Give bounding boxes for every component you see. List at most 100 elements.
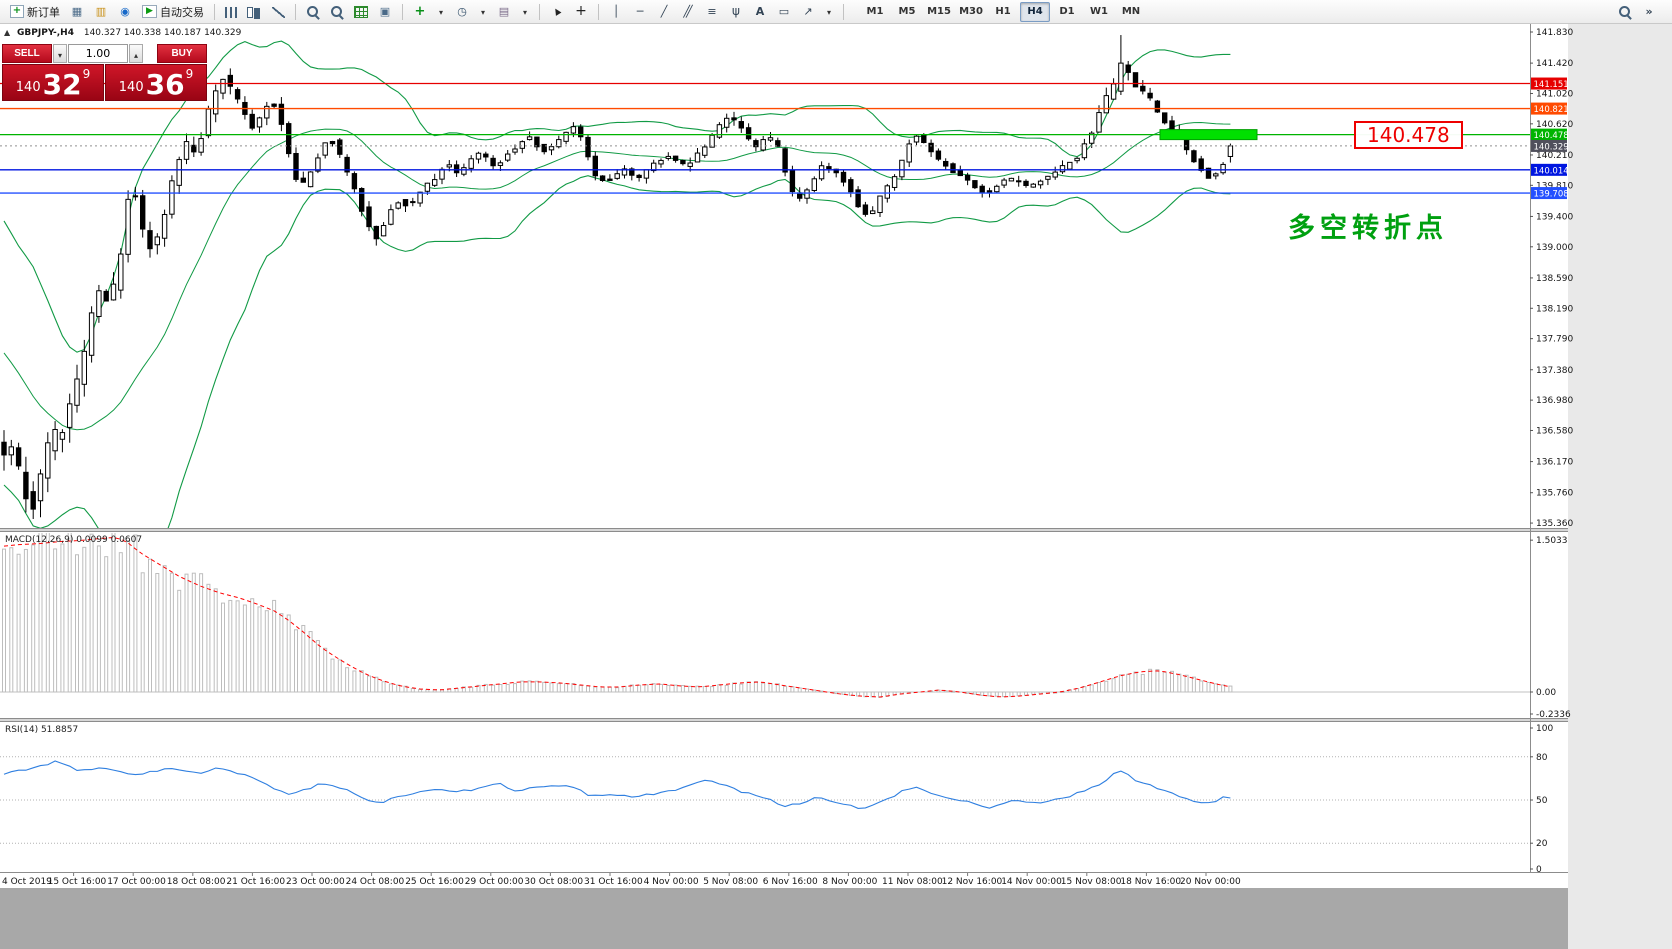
rsi-axis-label: 80 bbox=[1536, 753, 1548, 763]
sell-price-main: 140 bbox=[15, 80, 41, 95]
trendline-button[interactable] bbox=[653, 1, 675, 23]
sell-price-display[interactable]: 140 32 9 bbox=[2, 64, 104, 101]
horizontal-line-button[interactable] bbox=[629, 1, 651, 23]
buy-price-display[interactable]: 140 36 9 bbox=[105, 64, 207, 101]
vertical-line-button[interactable] bbox=[605, 1, 627, 23]
buy-button[interactable]: BUY bbox=[157, 44, 207, 63]
sell-button[interactable]: SELL bbox=[2, 44, 52, 63]
timeframe-m5-button[interactable]: M5 bbox=[898, 5, 916, 17]
time-axis-label: 31 Oct 16:00 bbox=[584, 877, 643, 887]
templates-button[interactable] bbox=[493, 1, 515, 23]
indicators-icon bbox=[413, 5, 427, 18]
rsi-axis-label: 100 bbox=[1536, 724, 1553, 734]
time-axis-label: 29 Oct 00:00 bbox=[465, 877, 524, 887]
price-axis-label: 136.580 bbox=[1536, 426, 1573, 436]
tile-windows-button[interactable] bbox=[374, 1, 396, 23]
autotrading-icon bbox=[142, 5, 157, 18]
dropdown-button[interactable] bbox=[517, 1, 533, 23]
time-axis-label: 17 Oct 00:00 bbox=[107, 877, 166, 887]
timeframe-mn-button[interactable]: MN bbox=[1121, 5, 1141, 17]
profiles-icon bbox=[94, 5, 108, 18]
timeframe-w1-button[interactable]: W1 bbox=[1090, 5, 1108, 17]
dropdown-button[interactable] bbox=[821, 1, 837, 23]
candles-chart-icon bbox=[247, 7, 253, 18]
zoom-out-button[interactable] bbox=[326, 1, 348, 23]
profiles-button[interactable] bbox=[90, 1, 112, 23]
price-axis-label: 140.620 bbox=[1536, 120, 1573, 130]
text-label-button[interactable] bbox=[773, 1, 795, 23]
fibonacci-button[interactable] bbox=[701, 1, 723, 23]
time-axis-label: 5 Nov 08:00 bbox=[703, 877, 758, 887]
arrows-button[interactable] bbox=[797, 1, 819, 23]
buy-price-sup: 9 bbox=[185, 67, 194, 81]
rsi-axis-label: 20 bbox=[1536, 839, 1548, 849]
svg-text:139.708: 139.708 bbox=[1534, 190, 1569, 200]
time-axis-label: 4 Nov 00:00 bbox=[644, 877, 699, 887]
new-chart-button[interactable] bbox=[66, 1, 88, 23]
price-axis-label: 137.380 bbox=[1536, 366, 1573, 376]
text-button[interactable] bbox=[749, 1, 771, 23]
toolbar-separator bbox=[539, 3, 540, 20]
price-axis-tag bbox=[1531, 102, 1567, 115]
dropdown-icon bbox=[437, 5, 445, 18]
sell-price-big: 32 bbox=[42, 68, 82, 101]
price-axis-label: 136.170 bbox=[1536, 458, 1573, 468]
timeframe-h1-button[interactable]: H1 bbox=[995, 5, 1011, 17]
lot-decrease-button[interactable] bbox=[53, 44, 67, 63]
periods-button[interactable] bbox=[451, 1, 473, 23]
dropdown-button[interactable] bbox=[433, 1, 449, 23]
svg-text:140.014: 140.014 bbox=[1534, 166, 1569, 176]
cursor-icon bbox=[550, 5, 564, 18]
new-order-button[interactable]: 新订单 bbox=[6, 1, 64, 23]
channel-button[interactable] bbox=[677, 1, 699, 23]
dropdown-button[interactable] bbox=[475, 1, 491, 23]
shapes-button[interactable] bbox=[725, 1, 747, 23]
new-chart-icon bbox=[70, 5, 84, 18]
rsi-pane bbox=[0, 756, 1530, 844]
shapes-icon bbox=[729, 5, 743, 18]
timeframe-d1-button[interactable]: D1 bbox=[1059, 5, 1075, 17]
cursor-button[interactable] bbox=[546, 1, 568, 23]
price-axis-label: 141.020 bbox=[1536, 89, 1573, 99]
macd-axis-label: -0.2336 bbox=[1536, 710, 1571, 720]
autotrading-button[interactable]: 自动交易 bbox=[138, 1, 208, 23]
price-axis-tag bbox=[1531, 77, 1567, 90]
line-chart-button[interactable] bbox=[268, 1, 289, 23]
price-axis-label: 141.420 bbox=[1536, 59, 1573, 69]
timeframe-m15-button[interactable]: M15 bbox=[927, 5, 951, 17]
horizontal-line-icon bbox=[633, 5, 647, 18]
timeframe-m1-button[interactable]: M1 bbox=[866, 5, 884, 17]
collapse-panel-arrow-icon[interactable]: ▲ bbox=[4, 28, 11, 37]
price-axis-label: 135.760 bbox=[1536, 489, 1573, 499]
time-axis-label: 15 Oct 16:00 bbox=[48, 877, 107, 887]
price-axis-label: 139.000 bbox=[1536, 243, 1573, 253]
candles-chart-button[interactable] bbox=[243, 1, 266, 23]
toolbar-separator bbox=[402, 3, 403, 20]
timeframe-group: M1 M5 M15 M30 H1 H4 D1 W1 MN bbox=[860, 1, 1146, 22]
timeframe-h4-button[interactable]: H4 bbox=[1020, 1, 1050, 22]
zoom-in-button[interactable] bbox=[302, 1, 324, 23]
dropdown-icon bbox=[479, 5, 487, 18]
price-axis-label: 138.590 bbox=[1536, 274, 1573, 284]
bars-chart-button[interactable] bbox=[221, 1, 241, 23]
price-axis-label: 139.400 bbox=[1536, 212, 1573, 222]
community-button[interactable] bbox=[114, 1, 136, 23]
price-callout-box[interactable]: 140.478 bbox=[1354, 121, 1463, 149]
svg-text:140.821: 140.821 bbox=[1534, 105, 1569, 115]
time-axis-label: 14 Nov 00:00 bbox=[1001, 877, 1062, 887]
lot-increase-button[interactable] bbox=[129, 44, 143, 63]
buy-price-big: 36 bbox=[145, 68, 185, 101]
chinese-note-annotation[interactable]: 多空转折点 bbox=[1288, 213, 1448, 244]
indicators-button[interactable] bbox=[409, 1, 431, 23]
overflow-button[interactable] bbox=[1638, 1, 1660, 23]
highlight-zone bbox=[1159, 129, 1258, 141]
search-button[interactable] bbox=[1614, 1, 1636, 23]
grid-button[interactable] bbox=[350, 1, 372, 23]
lot-size-input[interactable] bbox=[68, 44, 128, 63]
crosshair-button[interactable] bbox=[570, 1, 592, 23]
time-axis-label: 30 Oct 08:00 bbox=[524, 877, 583, 887]
timeframe-m30-button[interactable]: M30 bbox=[959, 5, 983, 17]
